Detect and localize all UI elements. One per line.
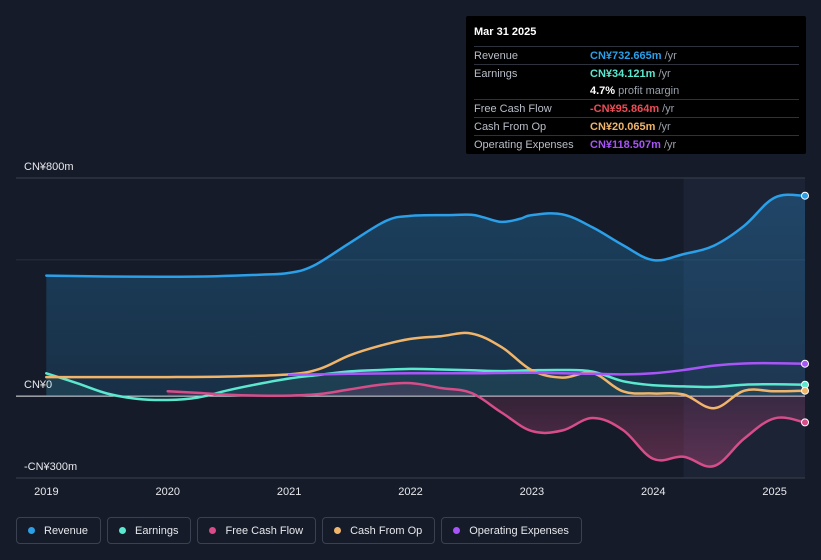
- legend-dot-icon: [334, 527, 342, 534]
- x-tick-label: 2022: [398, 486, 422, 498]
- legend-dot-icon: [209, 527, 217, 534]
- x-tick-label: 2023: [520, 486, 544, 498]
- legend-label: Earnings: [135, 524, 179, 537]
- x-tick-label: 2025: [762, 486, 786, 498]
- tooltip-row-value: CN¥34.121m: [590, 67, 656, 80]
- tooltip-row: Free Cash Flow -CN¥95.864m/yr: [474, 99, 799, 117]
- free-cash-flow-line: [166, 381, 807, 468]
- tooltip-row: Revenue CN¥732.665m/yr: [474, 46, 799, 64]
- tooltip-row-unit: /yr: [663, 138, 677, 151]
- revenue-area: [46, 194, 806, 397]
- legend-dot-icon: [119, 527, 127, 534]
- tooltip-row-value: 4.7%: [590, 84, 616, 97]
- earnings-line: [45, 367, 807, 402]
- x-tick-label: 2021: [277, 486, 301, 498]
- tooltip-row-unit: profit margin: [618, 84, 680, 97]
- tooltip-row-value: CN¥118.507m: [590, 138, 661, 151]
- legend-item-operating-expenses[interactable]: Operating Expenses: [441, 517, 582, 544]
- tooltip-row-label: Revenue: [474, 49, 519, 62]
- x-tick-label: 2020: [155, 486, 179, 498]
- tooltip-row-unit: /yr: [664, 49, 677, 62]
- y-tick-label: CN¥800m: [24, 161, 74, 173]
- legend-dot-icon: [453, 527, 461, 534]
- revenue-end-point: [801, 191, 809, 200]
- free-cash-flow-end-point: [801, 418, 809, 427]
- legend-dot-icon: [28, 527, 35, 534]
- chart-legend: Revenue Earnings Free Cash Flow Cash From O…: [16, 517, 582, 546]
- free-cash-flow-area: [167, 382, 805, 467]
- legend-label: Cash From Op: [350, 524, 423, 537]
- legend-label: Operating Expenses: [469, 524, 569, 537]
- tooltip-row: Operating Expenses CN¥118.507m/yr: [474, 135, 799, 153]
- legend-item-earnings[interactable]: Earnings: [107, 517, 192, 544]
- legend-label: Revenue: [44, 524, 89, 537]
- x-tick-label: 2019: [34, 486, 58, 498]
- tooltip-row-unit: /yr: [662, 102, 675, 115]
- cash-from-op-end-point: [801, 386, 809, 395]
- legend-item-revenue[interactable]: Revenue: [16, 517, 102, 544]
- tooltip-row: Earnings CN¥34.121m/yr: [474, 64, 799, 82]
- tooltip-row-label: Cash From Op: [474, 120, 547, 133]
- y-tick-label: -CN¥300m: [24, 461, 77, 473]
- tooltip-row-unit: /yr: [658, 120, 671, 133]
- y-tick-label: CN¥0: [24, 379, 52, 391]
- tooltip-row-unit: /yr: [658, 67, 671, 80]
- operating-expenses-line: [287, 361, 807, 377]
- tooltip-row-label: Free Cash Flow: [474, 102, 552, 115]
- cash-from-op-line: [45, 331, 807, 410]
- x-tick-label: 2024: [641, 486, 665, 498]
- legend-label: Free Cash Flow: [225, 524, 304, 537]
- tooltip-row-value: CN¥20.065m: [590, 120, 656, 133]
- data-tooltip: Mar 31 2025 Revenue CN¥732.665m/yr Earning…: [466, 16, 806, 154]
- legend-item-cash-from-op[interactable]: Cash From Op: [322, 517, 436, 544]
- tooltip-date: Mar 31 2025: [474, 26, 537, 38]
- tooltip-row-label: Operating Expenses: [474, 138, 574, 151]
- tooltip-row-value: CN¥732.665m: [590, 49, 662, 62]
- tooltip-row-label: Earnings: [474, 67, 518, 80]
- tooltip-row-value: -CN¥95.864m: [590, 102, 660, 115]
- operating-expenses-end-point: [801, 359, 809, 368]
- legend-item-free-cash-flow[interactable]: Free Cash Flow: [197, 517, 317, 544]
- revenue-line: [45, 193, 807, 278]
- tooltip-row: 4.7% profit margin: [474, 82, 799, 99]
- tooltip-row: Cash From Op CN¥20.065m/yr: [474, 117, 799, 135]
